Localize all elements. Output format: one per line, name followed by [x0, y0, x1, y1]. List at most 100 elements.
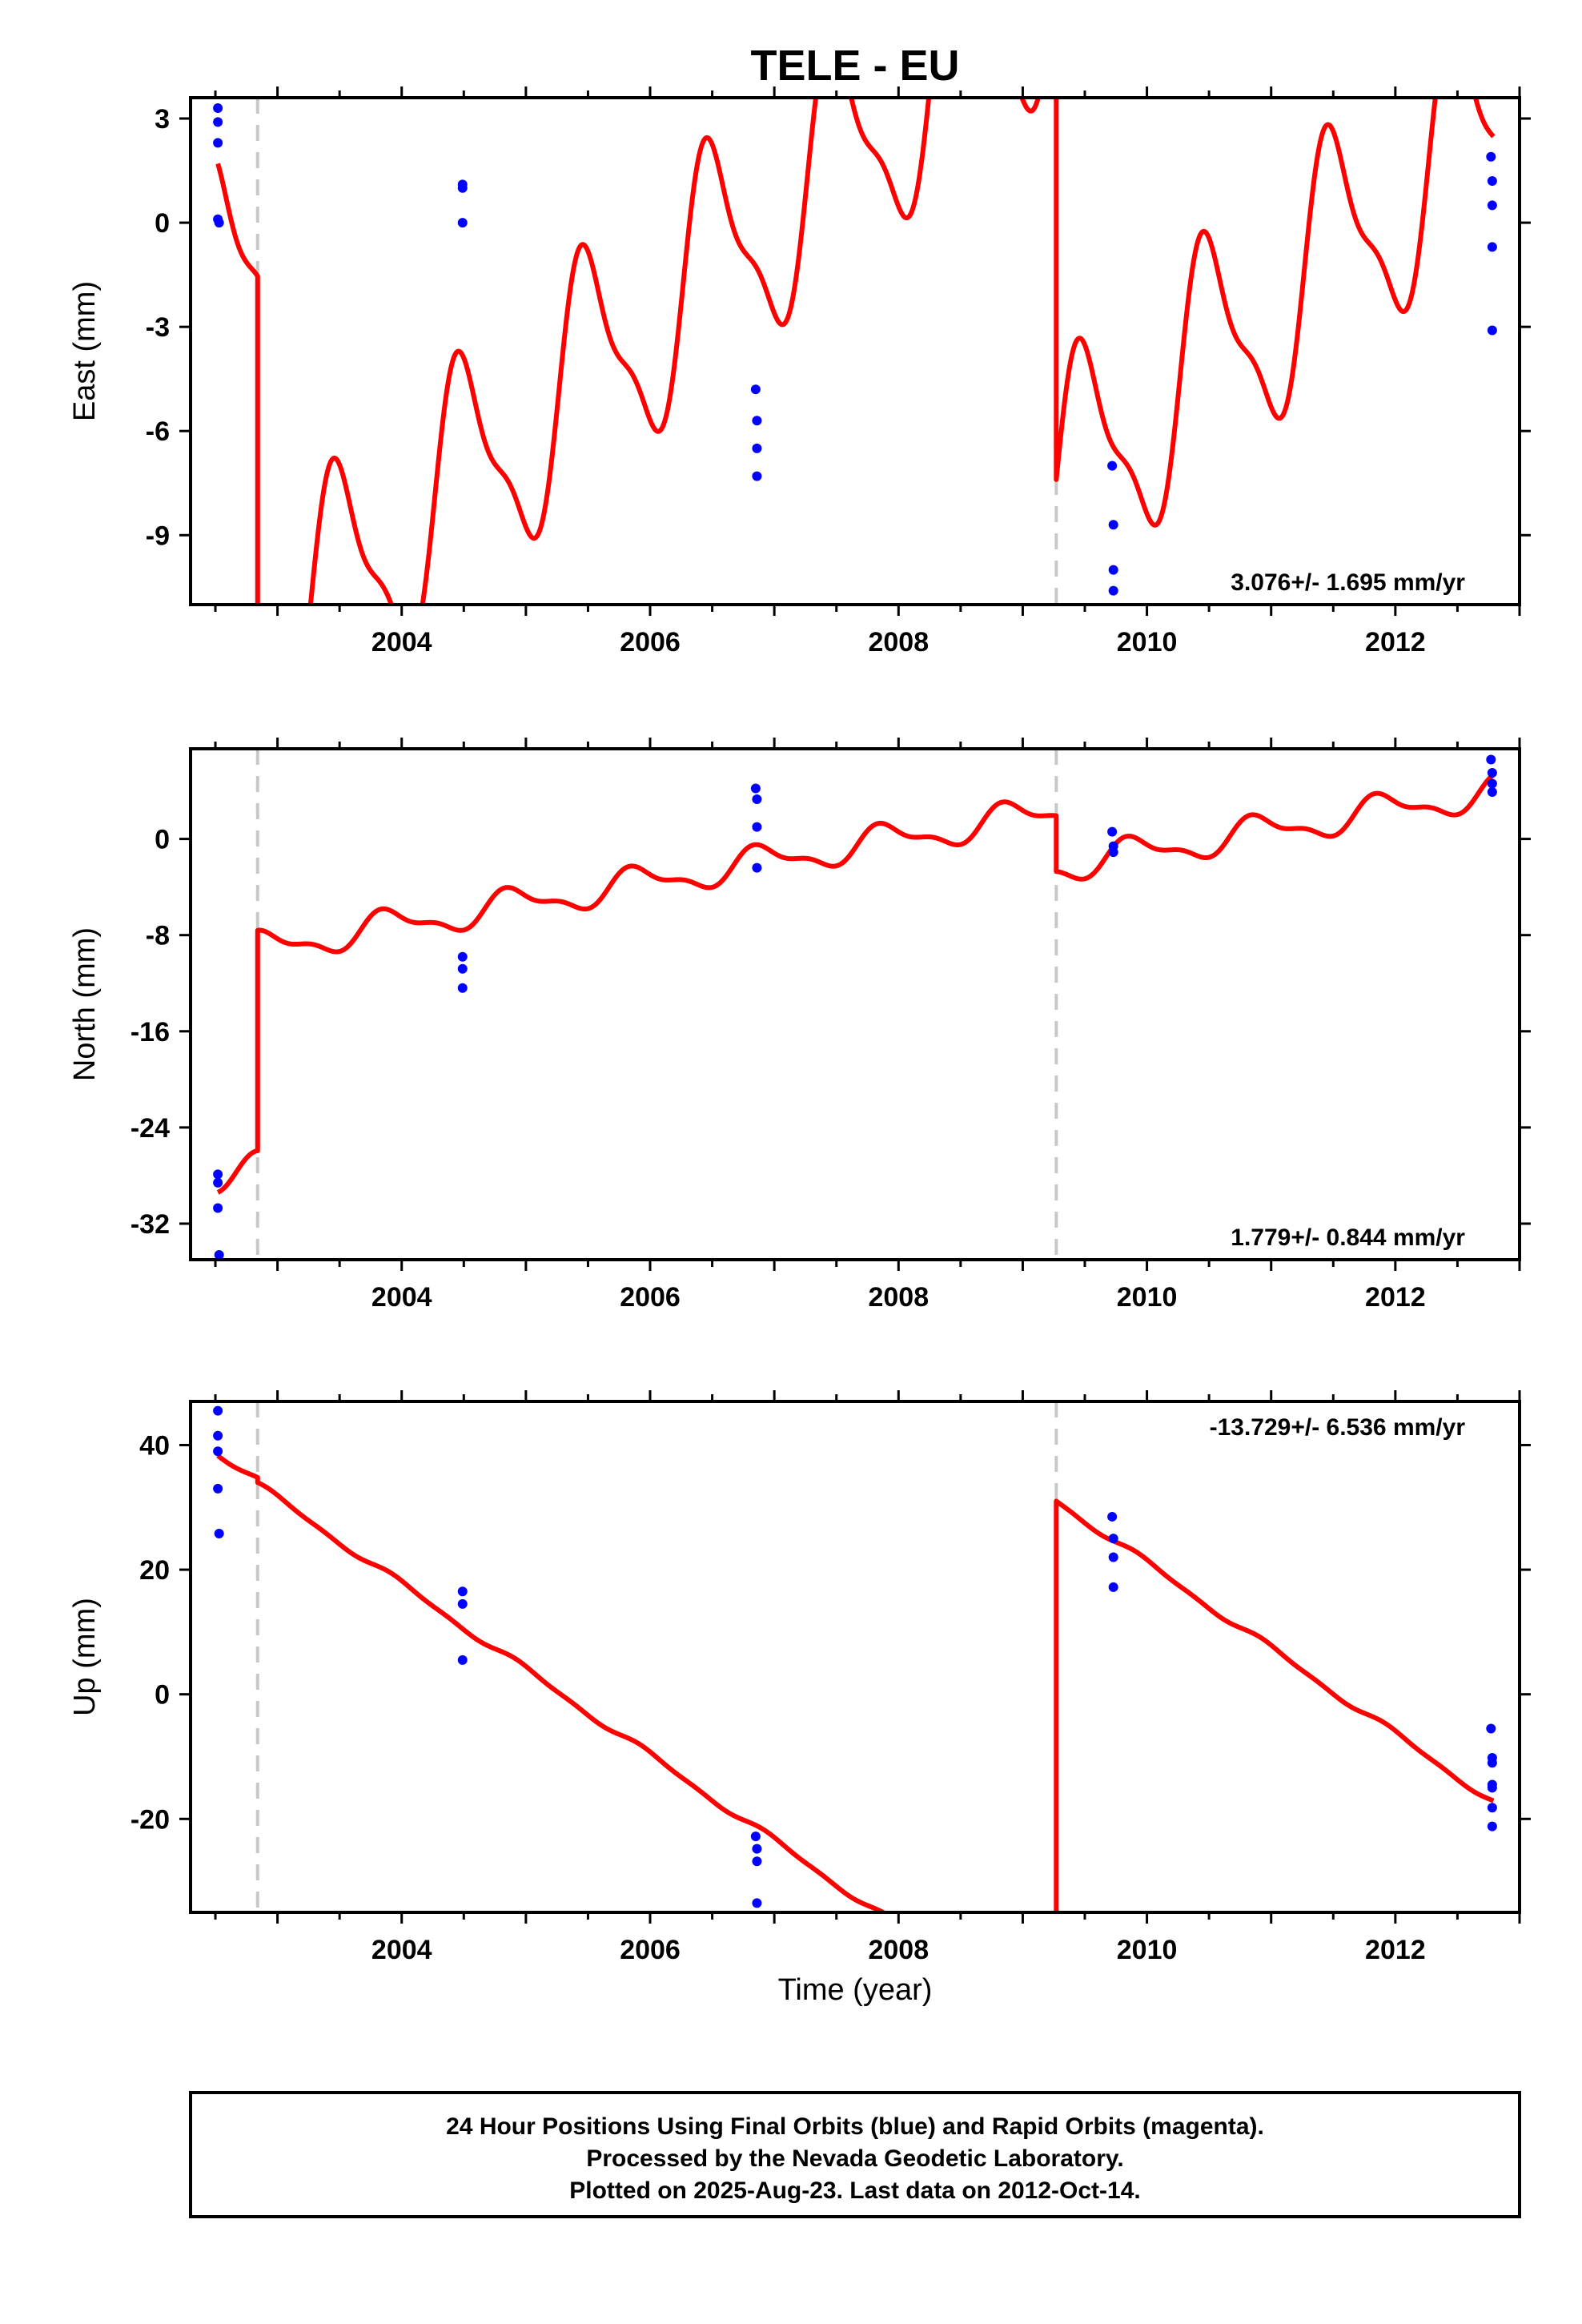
data-point: [1486, 151, 1496, 162]
data-point: [1487, 325, 1497, 336]
data-point: [752, 822, 762, 832]
data-point: [1107, 826, 1118, 837]
data-point: [752, 1898, 762, 1908]
data-point: [752, 443, 762, 453]
data-point: [457, 218, 468, 228]
data-point: [1107, 1511, 1118, 1522]
y-tick-label: -32: [130, 1209, 170, 1240]
footer-line-2: Processed by the Nevada Geodetic Laborat…: [586, 2145, 1123, 2172]
y-tick-label: 20: [139, 1555, 170, 1586]
rate-label: 1.779+/- 0.844 mm/yr: [1231, 1224, 1465, 1251]
y-tick-label: 0: [155, 825, 170, 855]
data-point: [213, 1430, 223, 1441]
y-axis-label: North (mm): [68, 927, 102, 1081]
data-point: [457, 983, 468, 993]
x-tick-label: 2004: [371, 1282, 432, 1313]
footer-box: 24 Hour Positions Using Final Orbits (bl…: [189, 2091, 1521, 2218]
data-point: [1108, 520, 1118, 530]
x-tick-label: 2004: [371, 627, 432, 657]
data-point: [1108, 585, 1118, 596]
east-panel: 3 0 -3 -6 -9 2004 2006 2008 2010 2012 East (mm) 3.0…: [68, 86, 1531, 657]
x-tick-label: 2008: [868, 1935, 929, 1965]
data-point: [1487, 200, 1497, 211]
data-point: [1487, 768, 1497, 778]
y-tick-label: 0: [155, 1680, 170, 1711]
data-point: [752, 862, 762, 873]
rate-label: -13.729+/- 6.536 mm/yr: [1210, 1414, 1466, 1441]
y-axis-label: Up (mm): [68, 1598, 102, 1716]
x-axis-label: Time (year): [778, 1973, 933, 2007]
footer-line-1: 24 Hour Positions Using Final Orbits (bl…: [446, 2113, 1264, 2140]
y-tick-label: 0: [155, 208, 170, 239]
x-tick-label: 2008: [868, 1282, 929, 1313]
data-point: [457, 1655, 468, 1665]
x-tick-label: 2012: [1365, 627, 1426, 657]
data-point: [213, 117, 223, 127]
x-tick-label: 2010: [1117, 1282, 1178, 1313]
y-tick-label: -20: [130, 1804, 170, 1835]
y-tick-label: -16: [130, 1017, 170, 1047]
y-tick-label: 3: [155, 104, 170, 135]
data-point: [752, 1856, 762, 1867]
data-point: [213, 1405, 223, 1416]
y-tick-label: -3: [146, 312, 170, 343]
y-tick-label: 40: [139, 1430, 170, 1461]
data-point: [1107, 460, 1118, 471]
data-point: [1108, 847, 1118, 858]
data-point: [1487, 1803, 1497, 1813]
data-point: [1486, 754, 1496, 765]
model-curve: [215, 98, 1496, 605]
data-point: [1487, 176, 1497, 187]
data-point: [214, 1249, 224, 1260]
data-point: [1108, 1534, 1118, 1544]
data-point: [457, 963, 468, 974]
model-curve: [215, 1454, 1496, 1912]
y-tick-label: -8: [146, 921, 170, 951]
data-point: [1487, 242, 1497, 252]
chart-title: TELE - EU: [750, 42, 959, 90]
data-point: [1108, 1552, 1118, 1562]
data-point: [1487, 1783, 1497, 1793]
data-point: [213, 1483, 223, 1494]
data-point: [213, 1203, 223, 1213]
x-tick-label: 2010: [1117, 627, 1178, 657]
plot-frame: [189, 96, 1521, 606]
data-point: [457, 1586, 468, 1597]
data-point: [752, 471, 762, 481]
data-point: [214, 218, 224, 228]
data-point: [457, 951, 468, 962]
data-point: [1487, 1758, 1497, 1768]
x-tick-label: 2006: [620, 1282, 681, 1313]
data-point: [752, 794, 762, 805]
data-point: [457, 1598, 468, 1609]
up-panel: 40 20 0 -20 2004 2006 2008 2010 2012 Up (mm) -13.7…: [68, 1390, 1531, 1965]
data-point: [750, 783, 761, 794]
data-point: [1108, 565, 1118, 575]
x-tick-label: 2004: [371, 1935, 432, 1965]
x-tick-label: 2006: [620, 627, 681, 657]
plot-frame: [189, 747, 1521, 1261]
data-point: [1108, 1582, 1118, 1592]
data-point: [213, 1446, 223, 1457]
data-point: [213, 138, 223, 148]
x-tick-label: 2010: [1117, 1935, 1178, 1965]
data-point: [457, 183, 468, 193]
y-tick-label: -24: [130, 1113, 170, 1144]
data-point: [1487, 787, 1497, 798]
data-point: [213, 103, 223, 114]
data-point: [1487, 778, 1497, 789]
data-point: [214, 1528, 224, 1538]
data-point: [213, 1169, 223, 1180]
data-point: [752, 1844, 762, 1854]
data-point: [1486, 1723, 1496, 1734]
data-point: [752, 416, 762, 426]
model-curve: [215, 772, 1496, 1195]
data-point: [213, 1177, 223, 1188]
y-tick-label: -6: [146, 416, 170, 447]
x-tick-label: 2006: [620, 1935, 681, 1965]
data-point: [750, 1831, 761, 1842]
data-point: [1487, 1821, 1497, 1831]
x-tick-label: 2008: [868, 627, 929, 657]
rate-label: 3.076+/- 1.695 mm/yr: [1231, 569, 1465, 596]
